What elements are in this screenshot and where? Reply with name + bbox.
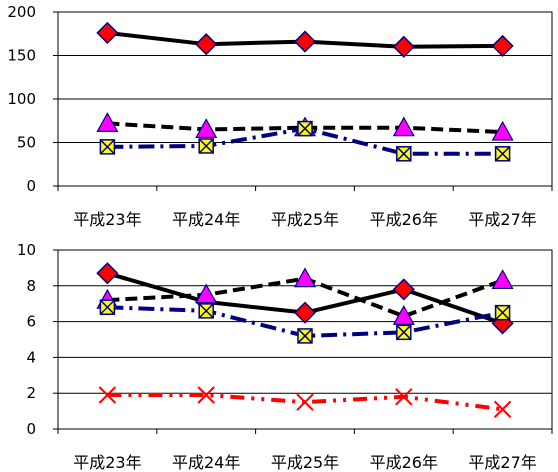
series-2-point — [491, 269, 514, 290]
x-category-label: 平成27年 — [468, 210, 536, 229]
series-1-point — [392, 35, 415, 58]
x-category-label: 平成25年 — [271, 453, 339, 472]
x-category-label: 平成25年 — [271, 210, 339, 229]
x-category-label: 平成24年 — [172, 453, 240, 472]
y-tick-label: 100 — [7, 90, 36, 108]
series-1-point — [293, 301, 317, 324]
series-3-point — [297, 120, 313, 137]
series-2-point — [293, 267, 317, 288]
y-tick-label: 6 — [26, 313, 36, 331]
y-tick-label: 150 — [7, 47, 36, 65]
series-1-point — [491, 34, 514, 57]
y-tick-label: 0 — [26, 177, 36, 195]
series-3-point — [494, 304, 511, 321]
series-3-point — [99, 299, 116, 316]
series-2-line — [107, 121, 503, 135]
series-3-point — [494, 146, 511, 162]
series-3-point — [396, 146, 412, 162]
series-2-point — [392, 116, 415, 137]
series-4-point — [197, 386, 215, 404]
series-2-point — [96, 112, 119, 132]
x-category-label: 平成26年 — [370, 210, 438, 229]
series-2-point — [392, 304, 415, 325]
series-1-point — [392, 278, 415, 301]
series-3-point — [198, 303, 214, 319]
series-4-point — [98, 386, 117, 404]
series-3-point — [297, 328, 313, 344]
y-tick-label: 4 — [26, 348, 36, 366]
y-tick-label: 0 — [26, 420, 36, 438]
series-4-point — [395, 388, 413, 406]
y-tick-label: 200 — [7, 3, 36, 21]
x-category-label: 平成24年 — [172, 210, 240, 229]
bottom-line-chart: 0 2 4 6 8 10 平成23年 平成24年 平成25年 平成26年 平成27年 — [17, 241, 553, 472]
y-tick-label: 50 — [17, 134, 36, 152]
x-category-label: 平成23年 — [73, 453, 141, 472]
series-3-point — [198, 138, 214, 154]
series-2-point — [491, 120, 514, 141]
y-tick-label: 10 — [17, 241, 36, 259]
series-1-point — [293, 30, 317, 53]
series-4-point — [493, 400, 512, 419]
series-1-point — [96, 21, 119, 44]
x-category-label: 平成27年 — [468, 453, 536, 472]
x-category-label: 平成23年 — [73, 210, 141, 229]
series-1-point — [195, 33, 218, 56]
series-3-point — [99, 139, 116, 155]
x-category-label: 平成26年 — [370, 453, 438, 472]
y-tick-label: 8 — [26, 277, 36, 295]
y-tick-label: 2 — [26, 384, 36, 402]
series-1-point — [96, 262, 119, 285]
series-2-point — [195, 118, 218, 139]
top-line-chart: 0 50 100 150 200 平成23年 平成24年 平成25年 平成26年 平成27年 — [7, 3, 553, 229]
series-2-point — [195, 283, 218, 304]
series-4-point — [296, 393, 314, 411]
series-3-point — [396, 324, 412, 341]
